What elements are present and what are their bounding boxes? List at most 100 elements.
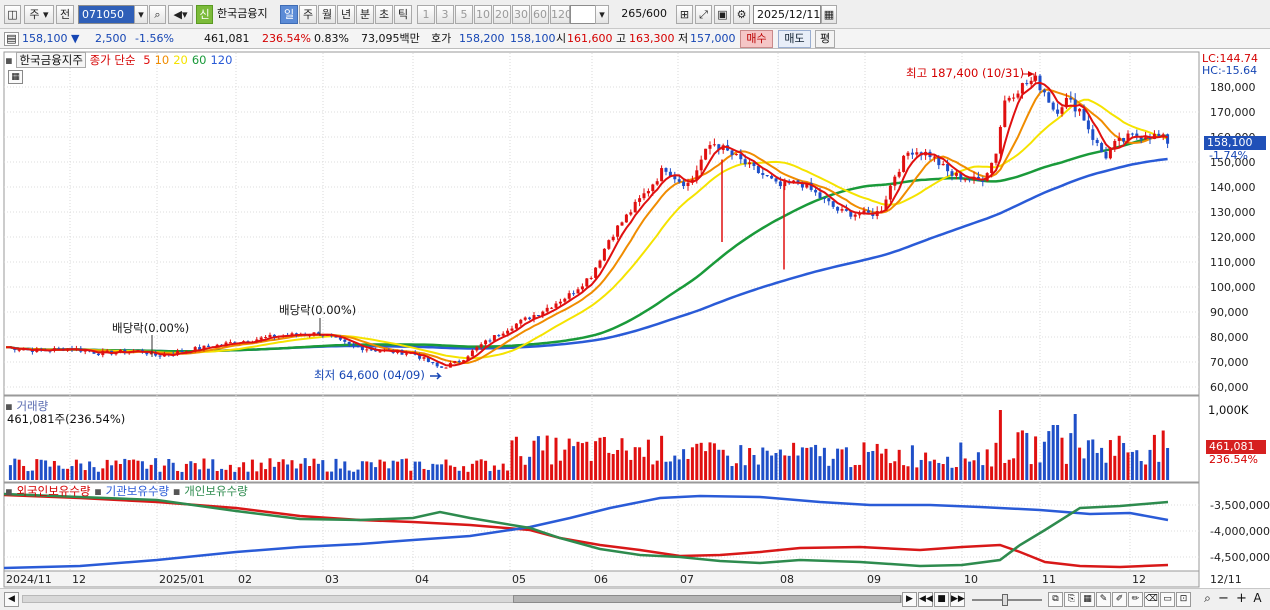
search-icon[interactable]: ⌕: [149, 5, 166, 24]
split-icon[interactable]: ⊞: [676, 5, 693, 24]
tools-icon[interactable]: ✎: [1096, 592, 1111, 607]
window-icon[interactable]: ▭: [1160, 592, 1175, 607]
candle-body: [180, 350, 184, 353]
add-icon[interactable]: +: [1236, 591, 1247, 606]
layout-icon[interactable]: ⧉: [1048, 592, 1063, 607]
volume-bar: [858, 464, 862, 480]
candle-body: [532, 315, 536, 320]
buy-button[interactable]: 매수: [740, 30, 773, 48]
candle-body: [1157, 133, 1161, 136]
pencil-icon[interactable]: ✏: [1128, 592, 1143, 607]
zoom-slider[interactable]: [972, 594, 1042, 606]
quote-icon[interactable]: ▤: [4, 32, 19, 46]
eraser-icon[interactable]: ⌫: [1144, 592, 1159, 607]
flat-button[interactable]: 평: [815, 30, 835, 48]
period-tab[interactable]: 일: [280, 5, 298, 24]
volume-bar: [272, 466, 276, 480]
volume-bar: [814, 444, 818, 480]
volume-bar: [937, 462, 941, 480]
volume-bar: [303, 458, 307, 480]
volume-bar: [52, 460, 56, 480]
scrollbar-thumb[interactable]: [513, 595, 901, 603]
candle-body: [1122, 137, 1126, 142]
volume-bar: [1108, 440, 1112, 480]
capture-icon[interactable]: ⊡: [1176, 592, 1191, 607]
volume-bar: [800, 447, 804, 480]
scale-icon[interactable]: ⤢: [695, 5, 712, 24]
stop-icon[interactable]: ■: [934, 592, 949, 607]
interval-tab[interactable]: 1: [417, 5, 435, 24]
candle-body: [572, 293, 576, 295]
forward-icon[interactable]: ▶▶: [950, 592, 965, 607]
gear-icon[interactable]: ⚙: [733, 5, 750, 24]
draw-icon[interactable]: ✐: [1112, 592, 1127, 607]
period-tab[interactable]: 틱: [394, 5, 412, 24]
volume-bar: [620, 438, 624, 480]
save-icon[interactable]: ▣: [714, 5, 731, 24]
scroll-left-icon[interactable]: ◀: [4, 592, 19, 607]
interval-tab[interactable]: 20: [493, 5, 511, 24]
candle-body: [484, 340, 488, 345]
period-tab[interactable]: 초: [375, 5, 393, 24]
font-icon[interactable]: A: [1253, 591, 1262, 605]
panel-marker-icon: ▪: [5, 53, 13, 67]
low-price: 157,000: [690, 32, 736, 45]
volume-bar: [906, 466, 910, 480]
interval-tab[interactable]: 3: [436, 5, 454, 24]
period-tab[interactable]: 월: [318, 5, 336, 24]
volume-bar: [1139, 461, 1143, 480]
candle-body: [910, 152, 914, 155]
volume-bar: [396, 461, 400, 480]
volume-bar: [748, 448, 752, 480]
interval-tab[interactable]: 30: [512, 5, 530, 24]
copy-icon[interactable]: ⎘: [1064, 592, 1079, 607]
period-tab[interactable]: 분: [356, 5, 374, 24]
zoom-slider-handle[interactable]: [1002, 594, 1008, 606]
chart-area[interactable]: 180,000170,000160,000150,000140,000130,0…: [0, 49, 1270, 588]
prev-button[interactable]: 전: [56, 5, 74, 24]
scroll-right-icon[interactable]: ▶: [902, 592, 917, 607]
volume-bar: [580, 443, 584, 480]
volume-bar: [39, 459, 43, 480]
scrollbar-track[interactable]: [22, 595, 902, 603]
stock-legend[interactable]: 한국금융지주: [16, 52, 86, 68]
ma-period-label: 5: [143, 53, 151, 67]
period-tab[interactable]: 주: [299, 5, 317, 24]
volume-bar: [690, 447, 694, 480]
code-dropdown-icon[interactable]: ▾: [134, 5, 148, 24]
volume-bar: [268, 458, 272, 480]
volume-bar: [1126, 452, 1130, 480]
rewind-icon[interactable]: ◀◀: [918, 592, 933, 607]
code-input[interactable]: 071050: [78, 5, 146, 24]
interval-tab[interactable]: 60: [531, 5, 549, 24]
date-input[interactable]: 2025/12/11: [753, 5, 821, 24]
speaker-icon[interactable]: ◀▾: [168, 5, 193, 24]
zoom-in-icon[interactable]: ⌕: [1204, 591, 1211, 605]
candle-body: [22, 349, 26, 351]
volume-bar: [321, 460, 325, 480]
volume-bar: [70, 466, 74, 480]
chart-type-icon[interactable]: ◫: [4, 5, 21, 24]
sell-button[interactable]: 매도: [778, 30, 811, 48]
volume-bar: [255, 471, 259, 480]
candle-body: [1130, 133, 1134, 135]
interval-tab[interactable]: 120: [550, 5, 572, 24]
candle-body: [862, 210, 866, 215]
interval-tab[interactable]: 10: [474, 5, 492, 24]
grid-icon[interactable]: ▦: [1080, 592, 1095, 607]
volume-bar: [246, 471, 250, 480]
calendar-icon[interactable]: ▦: [821, 5, 837, 24]
calculator-icon[interactable]: ▦: [8, 70, 23, 84]
volume-bar: [418, 461, 422, 480]
period-dropdown[interactable]: 주 ▾: [24, 5, 54, 24]
candle-body: [1086, 120, 1090, 130]
period-tab[interactable]: 년: [337, 5, 355, 24]
volume-bar: [264, 469, 268, 480]
volume-bar: [910, 445, 914, 480]
num-dropdown-icon[interactable]: ▾: [595, 5, 609, 24]
interval-tab[interactable]: 5: [455, 5, 473, 24]
y-tick-label: 110,000: [1210, 256, 1256, 269]
volume-bar: [316, 463, 320, 480]
candle-body: [510, 328, 514, 331]
zoom-out-icon[interactable]: −: [1218, 591, 1229, 606]
